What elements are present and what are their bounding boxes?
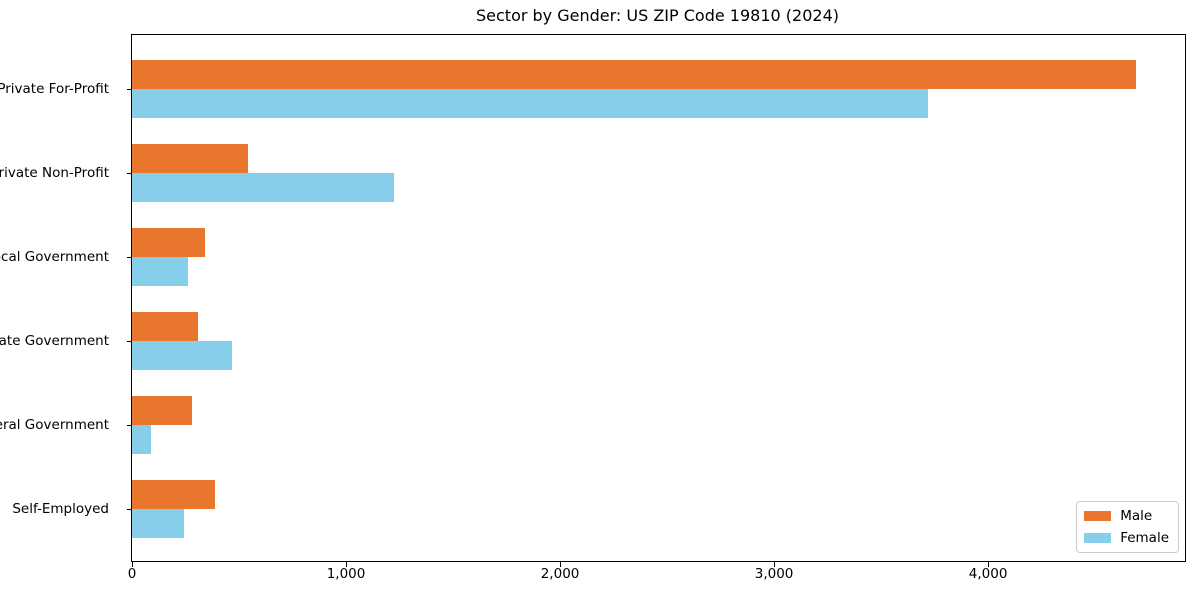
female-bar [132, 89, 929, 118]
y-axis-tick [127, 425, 132, 426]
category-label: Local Government [0, 249, 109, 265]
x-axis-tick [346, 562, 348, 567]
female-bar [132, 509, 185, 538]
legend-label: Male [1120, 508, 1153, 524]
chart-title: Sector by Gender: US ZIP Code 19810 (202… [476, 6, 839, 25]
x-axis-tick [560, 562, 562, 567]
male-bar [132, 480, 216, 509]
y-axis-tick [127, 173, 132, 174]
male-legend-swatch [1084, 511, 1112, 521]
category-label: Private For-Profit [0, 81, 109, 97]
y-axis-tick [127, 341, 132, 342]
x-tick-label: 2,000 [540, 566, 580, 582]
legend-label: Female [1120, 530, 1169, 546]
female-bar [132, 173, 395, 202]
female-legend-swatch [1084, 533, 1112, 543]
female-bar [132, 425, 152, 454]
legend: Male Female [1076, 501, 1179, 553]
y-axis-tick [127, 509, 132, 510]
male-bar [132, 312, 199, 341]
male-bar [132, 144, 248, 173]
x-tick-label: 1,000 [326, 566, 366, 582]
legend-row: Female [1084, 530, 1169, 546]
legend-row: Male [1084, 508, 1169, 524]
plot-area: Private For-Profit Private Non-Profit Loca… [0, 34, 1186, 582]
x-axis-tick [988, 562, 990, 567]
male-bar [132, 60, 1136, 89]
female-bar [132, 341, 232, 370]
category-label: Self-Employed [12, 501, 109, 517]
female-bar [132, 257, 188, 286]
x-axis-tick [774, 562, 776, 567]
x-tick-label: 4,000 [968, 566, 1008, 582]
category-label: Private Non-Profit [0, 165, 109, 181]
x-axis-tick [132, 562, 133, 567]
category-label: State Government [0, 333, 109, 349]
male-bar [132, 228, 205, 257]
male-bar [132, 396, 192, 425]
y-axis-tick [127, 257, 132, 258]
y-axis-tick [127, 89, 132, 90]
x-tick-label: 0 [127, 566, 137, 582]
x-tick-label: 3,000 [754, 566, 794, 582]
category-label: Federal Government [0, 417, 109, 433]
